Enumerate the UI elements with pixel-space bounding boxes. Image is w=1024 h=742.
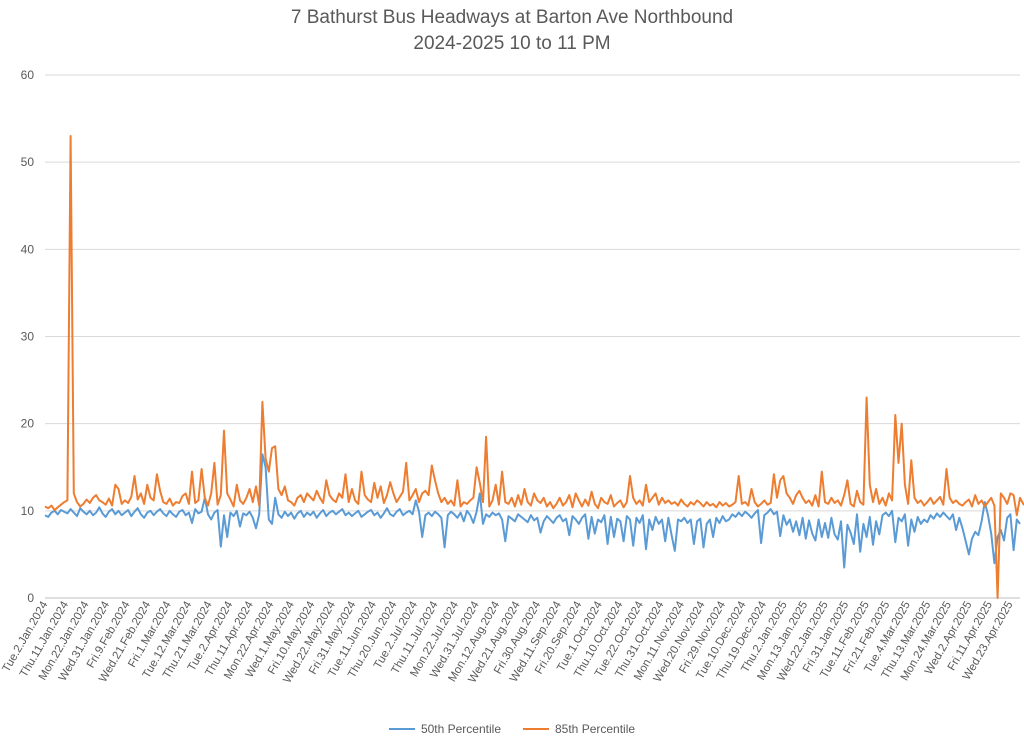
chart-legend: 50th Percentile 85th Percentile: [0, 722, 1024, 736]
y-tick-label-50: 50: [21, 155, 35, 169]
legend-swatch-85th: [523, 728, 549, 730]
legend-item-50th: 50th Percentile: [388, 722, 501, 736]
legend-swatch-50th: [388, 728, 415, 730]
series-line-50th-percentile: [44, 453, 1021, 569]
chart-title: 7 Bathurst Bus Headways at Barton Ave No…: [290, 7, 734, 28]
y-tick-label-40: 40: [21, 242, 35, 256]
legend-item-85th: 85th Percentile: [523, 722, 635, 736]
y-tick-label-20: 20: [21, 417, 35, 431]
legend-label-50th: 50th Percentile: [420, 722, 501, 736]
y-tick-label-30: 30: [21, 330, 35, 344]
chart-subtitle: 2024-2025 10 to 11 PM: [413, 33, 611, 54]
y-tick-label-60: 60: [21, 68, 35, 82]
y-tick-label-10: 10: [21, 504, 35, 518]
series-line-85th-percentile: [44, 135, 1024, 599]
y-tick-label-0: 0: [27, 591, 34, 605]
legend-label-85th: 85th Percentile: [555, 722, 636, 736]
